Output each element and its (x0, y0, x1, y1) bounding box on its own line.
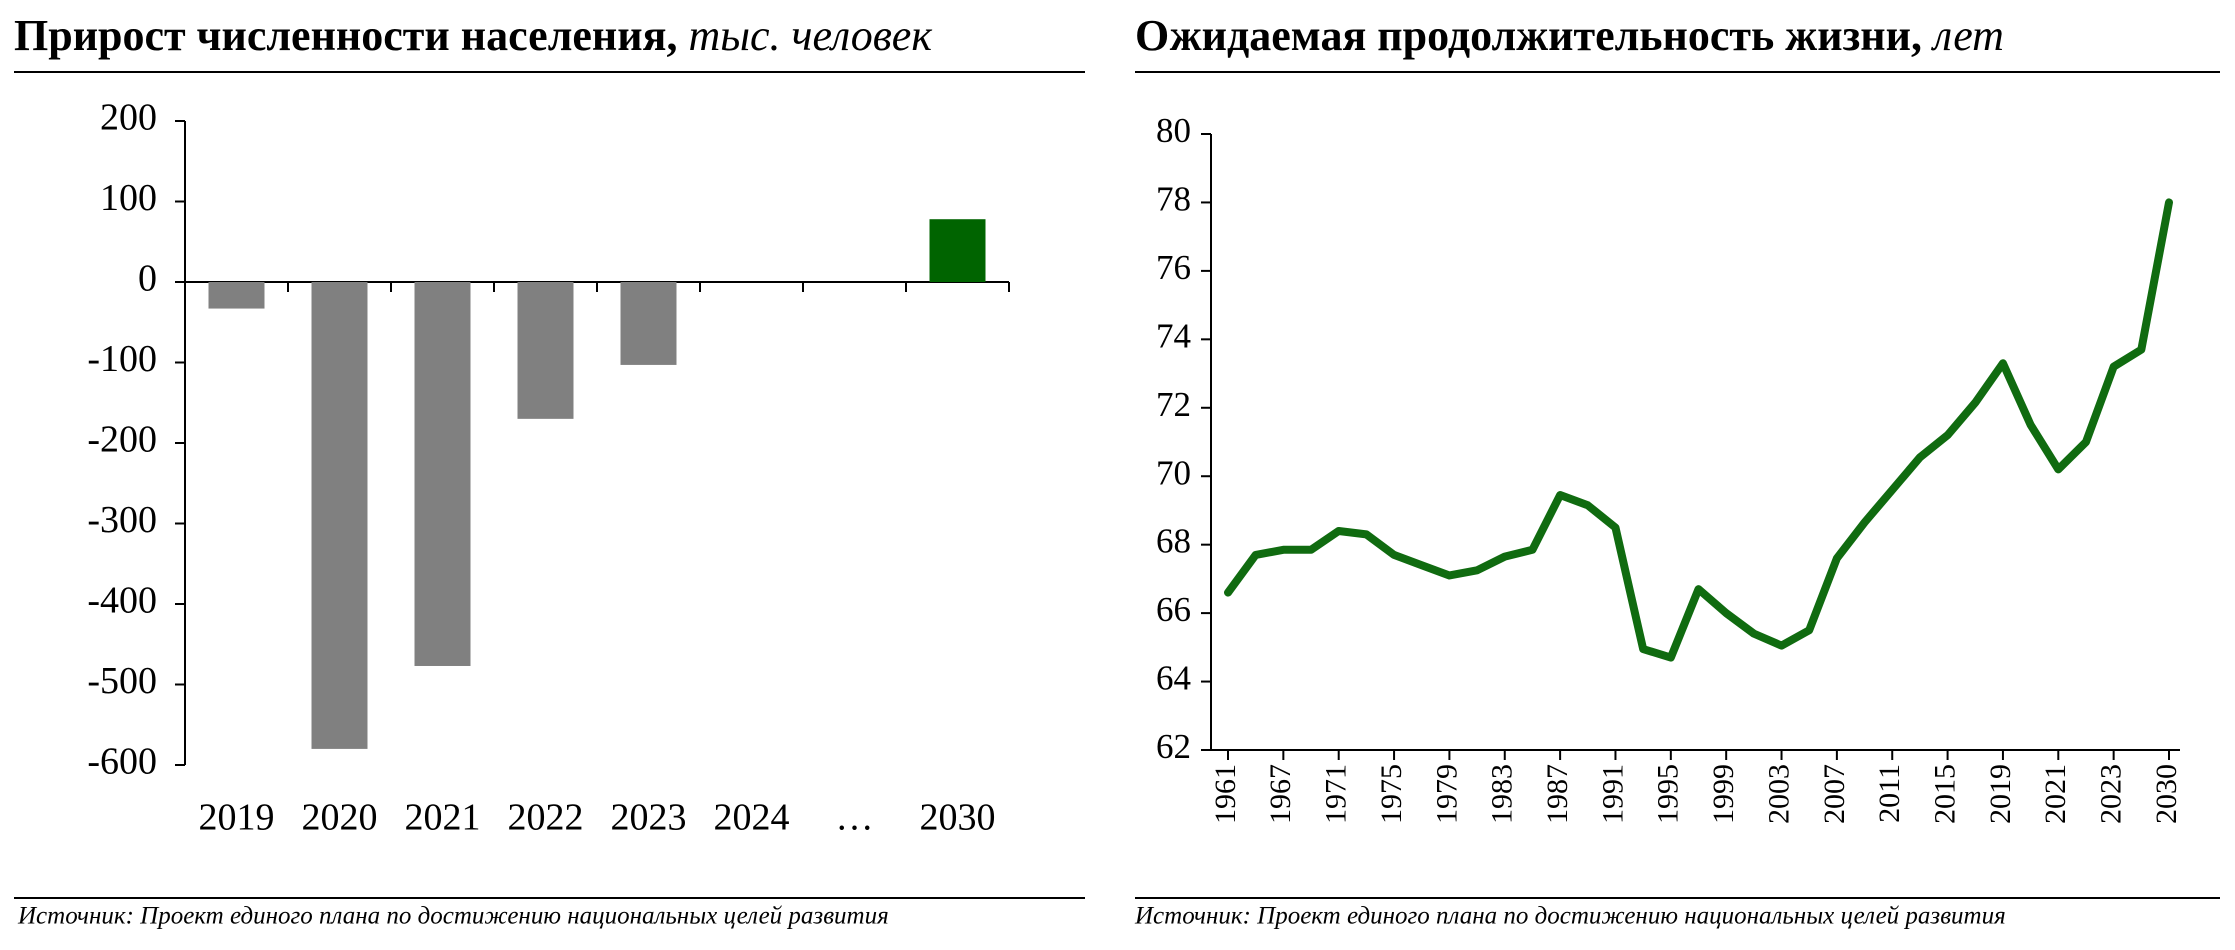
y-tick-label: 80 (1156, 111, 1191, 150)
x-tick-label: 2015 (1928, 764, 1961, 824)
title-main: Прирост численности населения, (14, 11, 677, 60)
y-tick-label: 68 (1156, 522, 1191, 561)
y-tick-label: 66 (1156, 590, 1191, 629)
x-tick-label: 2020 (302, 797, 378, 839)
bar (929, 219, 986, 282)
source: Источник: Проект единого плана по достиж… (17, 903, 889, 930)
bar (414, 282, 471, 666)
x-tick-label: 2030 (920, 797, 996, 839)
x-tick-label: 1991 (1596, 764, 1629, 824)
x-tick-label: 2030 (2150, 764, 2183, 824)
y-tick-label: -200 (87, 419, 157, 461)
x-tick-label: 2003 (1762, 764, 1795, 824)
x-tick-label: 1979 (1430, 764, 1463, 824)
source: Источник: Проект единого плана по достиж… (1134, 903, 2006, 930)
x-tick-label: 2021 (2039, 764, 2072, 824)
x-tick-label: 2011 (1873, 764, 1906, 823)
bar (517, 282, 574, 419)
x-tick-label: 2023 (2095, 764, 2128, 824)
x-tick-label: 2024 (714, 797, 790, 839)
y-tick-label: 64 (1156, 659, 1191, 698)
bar (208, 282, 265, 309)
y-tick-label: 72 (1156, 385, 1191, 424)
y-tick-label: 78 (1156, 179, 1191, 218)
title-unit: тыс. человек (688, 11, 932, 60)
bar (620, 282, 677, 365)
x-tick-label: 2019 (1984, 764, 2017, 824)
y-tick-label: -400 (87, 580, 157, 622)
chart-title: Ожидаемая продолжительность жизни, лет (1135, 11, 2004, 60)
chart-title: Прирост численности населения, тыс. чело… (14, 11, 932, 60)
y-tick-label: 200 (100, 97, 157, 139)
x-tick-label: 2023 (611, 797, 687, 839)
y-tick-label: 74 (1156, 316, 1191, 355)
x-tick-label: 1961 (1209, 764, 1242, 824)
y-tick-label: 62 (1156, 727, 1191, 766)
x-tick-label: 1995 (1652, 764, 1685, 824)
x-tick-label: 2021 (405, 797, 481, 839)
x-tick-label: 2007 (1818, 764, 1851, 824)
x-tick-label: 1971 (1320, 764, 1353, 824)
title-main: Ожидаемая продолжительность жизни, (1135, 11, 1922, 60)
x-tick-label: … (836, 797, 874, 839)
y-tick-label: 0 (138, 258, 157, 300)
x-tick-label: 1975 (1375, 764, 1408, 824)
x-tick-label: 2022 (508, 797, 584, 839)
line (1224, 198, 2173, 662)
x-tick-label: 1999 (1707, 764, 1740, 824)
x-tick-label: 1967 (1264, 764, 1297, 824)
y-tick-label: 76 (1156, 248, 1191, 287)
x-tick-label: 1983 (1486, 764, 1519, 824)
y-tick-label: 70 (1156, 453, 1191, 492)
y-tick-label: 100 (100, 177, 157, 219)
x-tick-label: 1987 (1541, 764, 1574, 824)
title-unit: лет (1930, 11, 2004, 60)
y-tick-label: -500 (87, 660, 157, 702)
x-tick-label: 2019 (199, 797, 275, 839)
y-tick-label: -100 (87, 338, 157, 380)
bar (311, 282, 368, 749)
y-tick-label: -300 (87, 499, 157, 541)
y-tick-label: -600 (87, 741, 157, 783)
